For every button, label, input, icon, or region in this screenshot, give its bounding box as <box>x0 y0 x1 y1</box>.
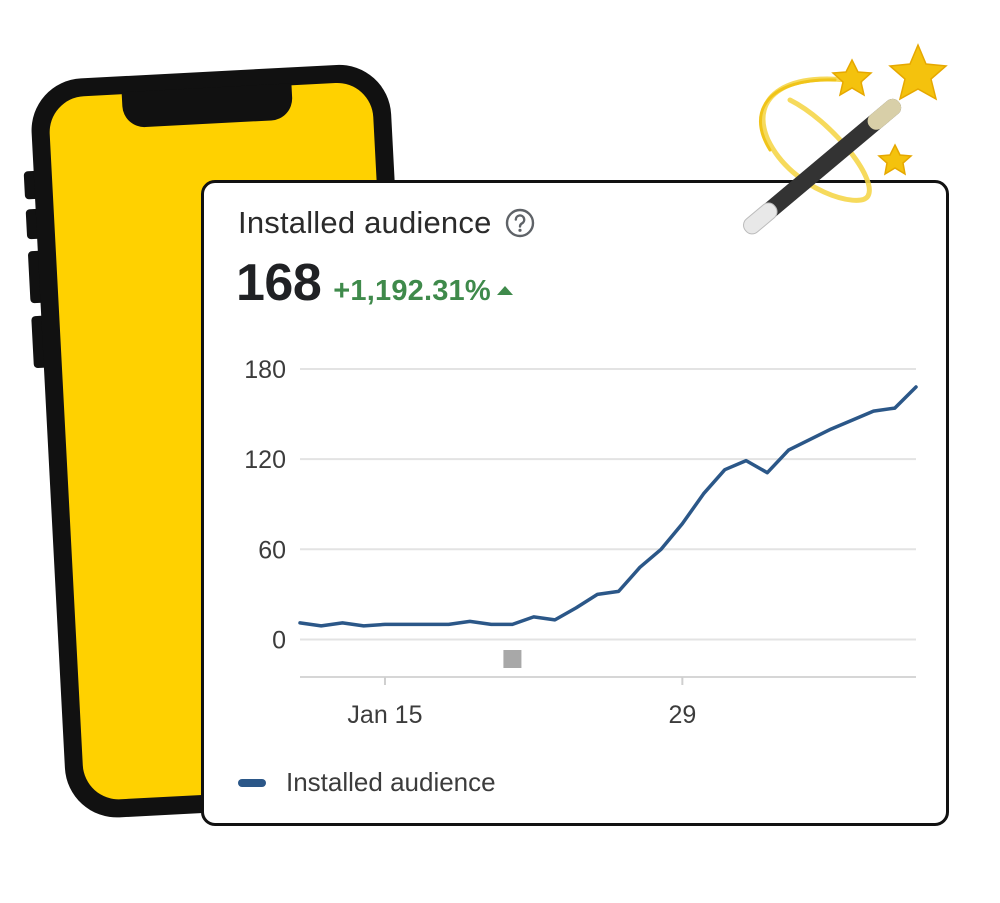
series-line-installed-audience[interactable] <box>298 385 918 628</box>
annotation-marker[interactable] <box>503 650 522 668</box>
y-tick-label: 120 <box>244 446 286 474</box>
metric-row: 168 +1,192.31% <box>236 253 513 313</box>
metric-change: +1,192.31% <box>333 275 491 307</box>
metric-value: 168 <box>236 254 322 312</box>
phone-notch <box>121 83 293 128</box>
y-tick-label: 60 <box>258 536 286 564</box>
x-tick-label: 29 <box>668 701 696 729</box>
line-chart: 0 60 120 180 Jan 15 29 <box>244 356 918 729</box>
help-circle-icon[interactable] <box>504 207 536 239</box>
y-tick-label: 0 <box>272 626 286 654</box>
card-title-row: Installed audience <box>238 205 536 241</box>
chart-series <box>298 385 918 668</box>
chart-axis-labels: 0 60 120 180 Jan 15 29 <box>244 356 696 729</box>
legend-label: Installed audience <box>286 767 496 797</box>
triangle-up-icon <box>496 286 513 295</box>
installed-audience-card: 0 60 120 180 Jan 15 29 Installed audience 168… <box>201 180 949 826</box>
chart-grid <box>300 368 916 685</box>
card-title: Installed audience <box>238 205 492 240</box>
chart-legend: Installed audience <box>238 767 496 798</box>
y-tick-label: 180 <box>244 356 286 384</box>
legend-swatch <box>238 778 266 787</box>
x-tick-label: Jan 15 <box>347 701 422 729</box>
